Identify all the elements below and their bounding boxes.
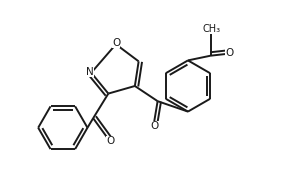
Text: O: O [151,121,159,131]
Text: N: N [86,67,94,77]
Text: O: O [112,38,120,48]
Text: O: O [225,48,233,58]
Text: CH₃: CH₃ [202,24,220,34]
Text: O: O [106,136,114,146]
